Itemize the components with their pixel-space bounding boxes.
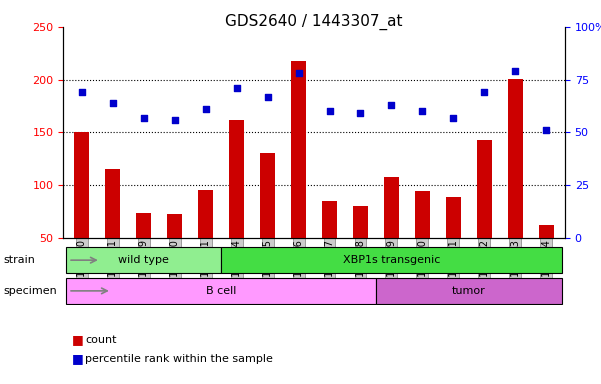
Text: GDS2640 / 1443307_at: GDS2640 / 1443307_at — [225, 13, 403, 30]
Text: B cell: B cell — [206, 286, 236, 296]
Bar — [66, 247, 221, 273]
Point — [511, 68, 520, 74]
Bar — [376, 278, 562, 304]
Bar — [446, 197, 461, 238]
Text: ■: ■ — [72, 333, 84, 346]
Point — [201, 106, 210, 112]
Point — [386, 102, 396, 108]
Bar — [508, 79, 523, 238]
Point — [77, 89, 87, 95]
Point — [542, 127, 551, 134]
Point — [356, 111, 365, 117]
Bar — [260, 152, 275, 238]
Bar — [291, 61, 307, 238]
Bar — [74, 132, 90, 238]
Bar — [322, 201, 337, 238]
Bar — [415, 190, 430, 238]
Bar — [353, 207, 368, 238]
Point — [448, 114, 458, 121]
Point — [480, 89, 489, 95]
Point — [232, 85, 242, 91]
Text: specimen: specimen — [3, 286, 56, 296]
Bar — [538, 225, 554, 238]
Point — [170, 117, 180, 123]
Text: percentile rank within the sample: percentile rank within the sample — [85, 354, 273, 364]
Point — [139, 114, 148, 121]
Bar — [167, 214, 182, 238]
Bar — [221, 247, 562, 273]
Bar — [229, 120, 245, 238]
Bar — [105, 169, 120, 238]
Point — [294, 70, 304, 76]
Point — [418, 108, 427, 114]
Bar — [198, 190, 213, 238]
Text: strain: strain — [3, 255, 35, 265]
Point — [263, 93, 272, 99]
Point — [108, 100, 117, 106]
Point — [325, 108, 334, 114]
Bar — [66, 278, 376, 304]
Text: wild type: wild type — [118, 255, 169, 265]
Bar — [383, 177, 399, 238]
Text: tumor: tumor — [452, 286, 486, 296]
Bar — [477, 140, 492, 238]
Text: count: count — [85, 335, 117, 345]
Text: ■: ■ — [72, 353, 84, 366]
Bar — [136, 213, 151, 238]
Text: XBP1s transgenic: XBP1s transgenic — [343, 255, 440, 265]
